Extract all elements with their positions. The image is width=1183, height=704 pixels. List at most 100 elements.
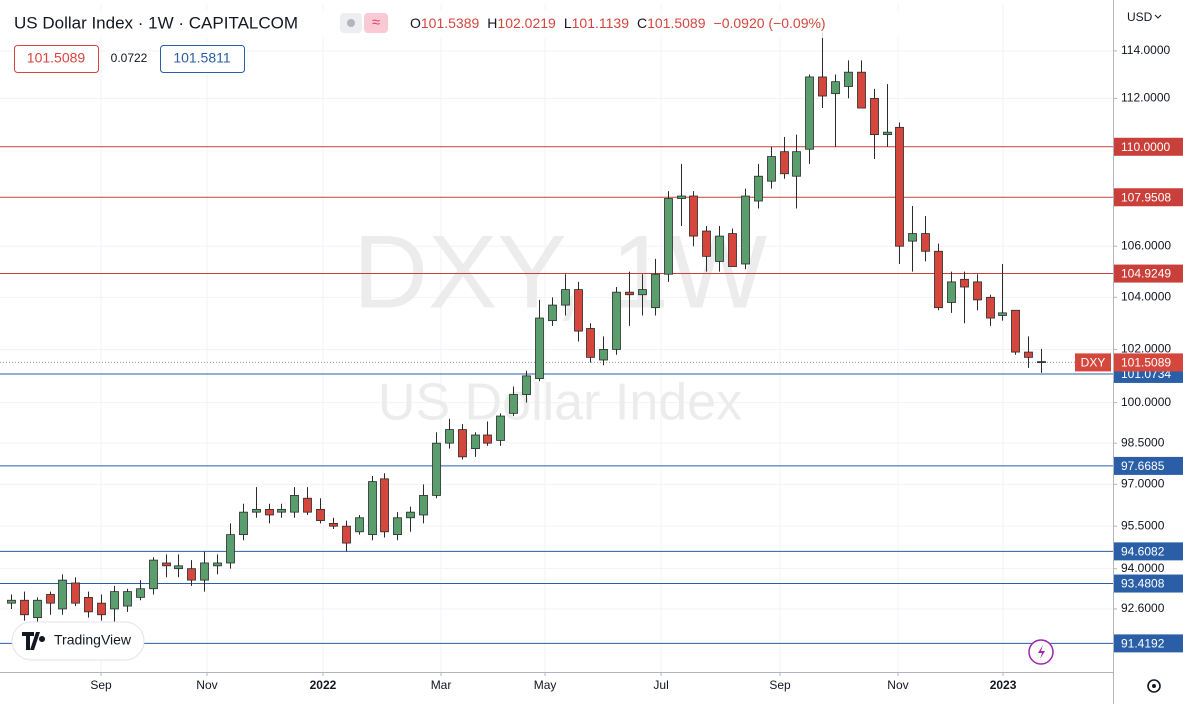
candle-body (561, 289, 570, 306)
settings-icon-center (1152, 684, 1156, 688)
candle-body (677, 195, 686, 199)
candle-body (445, 429, 454, 444)
level-label: 107.9508 (1121, 190, 1171, 204)
candle-body (715, 235, 724, 262)
y-tick-label: 94.0000 (1121, 561, 1165, 575)
candle-body (767, 156, 776, 182)
candle-body (921, 233, 930, 252)
candle-body (986, 296, 995, 319)
buy-box[interactable] (160, 45, 245, 73)
candle-body (380, 478, 389, 533)
logo-box[interactable] (11, 621, 145, 661)
candle-body (20, 599, 29, 616)
candle-body (71, 582, 80, 604)
candle-body (162, 562, 171, 567)
candle-body (136, 588, 145, 598)
candle-body (638, 289, 647, 296)
watermark: US Dollar Index (378, 374, 742, 432)
candle-body (973, 281, 982, 301)
level-label-bg (1114, 456, 1183, 475)
ohlc-value: 101.5389 (421, 15, 480, 31)
ohlc-key: H (487, 15, 497, 31)
y-tick-label: 114.0000 (1121, 43, 1170, 57)
spread: 0.0722 (111, 51, 148, 65)
candle-body (522, 375, 531, 395)
candle-body (290, 495, 299, 513)
candle-body (406, 511, 415, 519)
x-tick-label: Nov (887, 678, 908, 692)
candle-body (818, 76, 827, 97)
x-tick-label: May (534, 678, 557, 692)
level-label: 91.4192 (1121, 637, 1165, 651)
indicator-button[interactable] (364, 13, 388, 33)
symbol-title[interactable]: US Dollar Index · 1W · CAPITALCOM (14, 13, 298, 32)
candle-body (458, 429, 467, 458)
logo-icon (22, 632, 46, 650)
candle-body (805, 76, 814, 150)
candle-body (368, 481, 377, 536)
candle-body (46, 594, 55, 604)
y-tick-label: 102.0000 (1121, 342, 1171, 356)
candle-body (1024, 351, 1033, 358)
candle-body (239, 511, 248, 536)
ohlc-value: 101.5089 (647, 15, 706, 31)
y-tick-label: 112.0000 (1121, 91, 1170, 105)
candle-body (303, 497, 312, 513)
candle-body (998, 312, 1007, 316)
candle-body (277, 508, 286, 513)
candles (7, 32, 1046, 627)
candle-body (960, 278, 969, 288)
grid (0, 4, 1113, 672)
candle-body (265, 508, 274, 516)
candle-body (599, 349, 608, 361)
candle-body (97, 602, 106, 616)
candle-body (870, 98, 879, 136)
currency[interactable]: USD (1127, 10, 1153, 24)
candle-body (110, 591, 119, 610)
candle-body (316, 508, 325, 521)
axes: 114.0000 112.0000 106.0000 104.0000 102.0000… (90, 43, 1183, 692)
y-tick-label: 92.6000 (1121, 601, 1165, 615)
candle-body (844, 71, 853, 87)
level-label-bg (1114, 634, 1183, 653)
ohlc-key: C (637, 15, 647, 31)
ohlc-line: O101.5389 H102.0219 L101.1139 C101.5089 −0.0… (410, 15, 826, 31)
candle-body (252, 508, 261, 513)
candle-body (728, 233, 737, 267)
header-bg (10, 10, 910, 38)
candle-body (432, 442, 441, 496)
candle-body (58, 579, 67, 610)
candle-body (612, 291, 621, 350)
watermark-group: DXY, 1W US Dollar Index (353, 214, 767, 431)
dropdown-arrow (1154, 14, 1162, 19)
candle-body (741, 195, 750, 265)
alert-bolt (1038, 645, 1045, 659)
y-tick-label: 98.5000 (1121, 435, 1165, 449)
candle-body (548, 304, 557, 322)
watermark: DXY, 1W (353, 214, 767, 330)
x-tick-label: Sep (769, 678, 791, 692)
candle-body (200, 562, 209, 581)
ohlc-key: O (410, 15, 421, 31)
ohlc-change: −0.0920 (−0.09%) (714, 15, 826, 31)
candle-body (355, 517, 364, 533)
candle-body (625, 291, 634, 296)
x-tick-label: Mar (431, 678, 452, 692)
ohlc-key: L (564, 15, 572, 31)
y-tick-label: 100.0000 (1121, 395, 1171, 409)
level-label-bg (1114, 188, 1183, 207)
candle-body (754, 175, 763, 202)
logo: TradingView (54, 632, 132, 648)
ohlc-value: 102.0219 (497, 15, 556, 31)
candle-body (1011, 309, 1020, 353)
level-label: 97.6685 (1121, 459, 1165, 473)
level-label: 94.6082 (1121, 545, 1165, 559)
settings-icon[interactable] (1147, 679, 1161, 693)
candle-body (535, 317, 544, 379)
candle-body (792, 151, 801, 177)
candle-body (213, 562, 222, 567)
sell-box[interactable] (14, 45, 99, 73)
level-label-bg (1114, 574, 1183, 593)
candle-body (7, 599, 16, 604)
